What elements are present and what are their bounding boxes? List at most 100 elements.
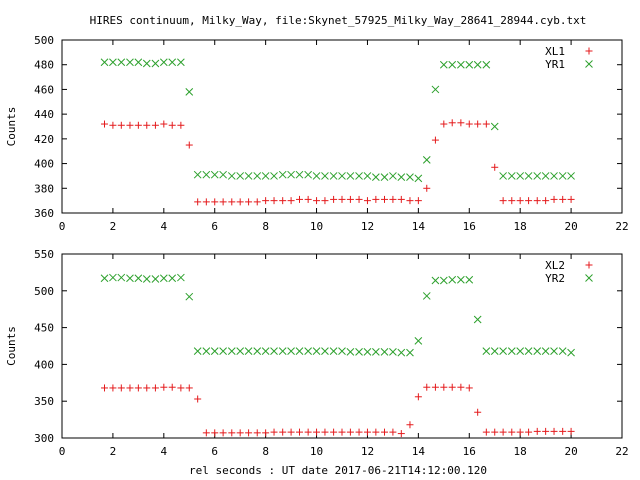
- data-point: [245, 429, 253, 437]
- data-point: [287, 428, 295, 436]
- y-tick-label: 500: [34, 285, 54, 298]
- y-tick-label: 400: [34, 358, 54, 371]
- data-point: [499, 347, 507, 356]
- data-point: [372, 173, 380, 182]
- y-tick-label: 400: [34, 158, 54, 171]
- data-point: [253, 172, 262, 180]
- data-point: [126, 384, 134, 392]
- data-point: [236, 429, 244, 437]
- data-point: [473, 315, 482, 324]
- y-tick-label: 300: [34, 432, 54, 445]
- data-point: [295, 347, 304, 356]
- data-point: [168, 274, 177, 283]
- data-point: [321, 172, 329, 180]
- data-point: [558, 172, 567, 180]
- data-point: [101, 384, 109, 392]
- data-point: [346, 348, 355, 356]
- x-tick-label: 6: [211, 220, 218, 233]
- x-tick-label: 18: [514, 445, 527, 458]
- data-point: [389, 428, 397, 436]
- data-point: [422, 292, 431, 300]
- data-point: [457, 60, 465, 69]
- data-point: [550, 172, 558, 180]
- data-point: [279, 197, 287, 205]
- data-point: [244, 172, 253, 180]
- data-point: [533, 172, 542, 180]
- y-axis-label: Counts: [5, 326, 18, 366]
- data-point: [279, 428, 287, 436]
- x-tick-label: 18: [514, 220, 527, 233]
- data-point: [185, 141, 193, 149]
- x-tick-label: 6: [211, 445, 218, 458]
- data-point: [160, 120, 168, 128]
- data-point: [448, 119, 456, 127]
- data-point: [261, 172, 270, 180]
- data-point: [567, 348, 575, 357]
- data-point: [541, 347, 550, 356]
- data-point: [329, 172, 338, 180]
- data-point: [262, 197, 270, 205]
- data-point: [525, 197, 533, 205]
- data-point: [185, 292, 194, 301]
- x-tick-label: 12: [361, 445, 374, 458]
- data-point: [397, 348, 406, 357]
- data-point: [423, 383, 431, 391]
- data-point: [330, 195, 338, 203]
- data-point: [245, 198, 253, 206]
- data-point: [414, 336, 423, 345]
- data-point: [473, 60, 482, 69]
- data-point: [109, 121, 117, 129]
- data-point: [457, 383, 465, 391]
- x-tick-label: 4: [161, 220, 168, 233]
- data-point: [278, 347, 287, 356]
- data-point: [389, 195, 397, 203]
- data-point: [499, 197, 507, 205]
- data-point: [414, 174, 423, 183]
- data-point: [202, 347, 211, 356]
- data-point: [524, 347, 533, 356]
- data-point: [372, 348, 380, 356]
- data-point: [507, 347, 516, 356]
- data-point: [499, 428, 507, 436]
- data-point: [261, 347, 270, 356]
- data-point: [236, 172, 245, 180]
- data-point: [465, 60, 474, 69]
- data-point: [202, 170, 211, 179]
- data-point: [363, 348, 372, 356]
- data-point: [142, 59, 151, 68]
- data-point: [270, 428, 278, 436]
- data-point: [227, 172, 236, 180]
- data-point: [117, 384, 125, 392]
- data-point: [482, 60, 491, 69]
- x-tick-label: 14: [412, 220, 426, 233]
- data-point: [193, 170, 202, 179]
- chart-title: HIRES continuum, Milky_Way, file:Skynet_…: [90, 14, 587, 27]
- data-point: [194, 395, 202, 403]
- data-point: [397, 195, 405, 203]
- data-point: [550, 195, 558, 203]
- legend-marker: [585, 60, 593, 68]
- data-point: [168, 58, 177, 67]
- data-point: [312, 172, 321, 180]
- data-point: [134, 274, 143, 283]
- x-tick-label: 4: [161, 445, 168, 458]
- y-tick-label: 350: [34, 395, 54, 408]
- data-point: [177, 384, 185, 392]
- data-point: [355, 428, 363, 436]
- data-point: [101, 120, 109, 128]
- data-point: [287, 197, 295, 205]
- data-point: [227, 347, 236, 356]
- data-point: [346, 195, 354, 203]
- x-tick-label: 0: [59, 220, 66, 233]
- data-point: [143, 384, 151, 392]
- data-point: [516, 197, 524, 205]
- data-point: [431, 85, 440, 94]
- y-tick-label: 360: [34, 207, 54, 220]
- data-point: [465, 384, 473, 392]
- data-point: [202, 198, 210, 206]
- data-point: [423, 184, 431, 192]
- data-point: [109, 273, 117, 282]
- data-point: [109, 58, 117, 67]
- data-point: [440, 383, 448, 391]
